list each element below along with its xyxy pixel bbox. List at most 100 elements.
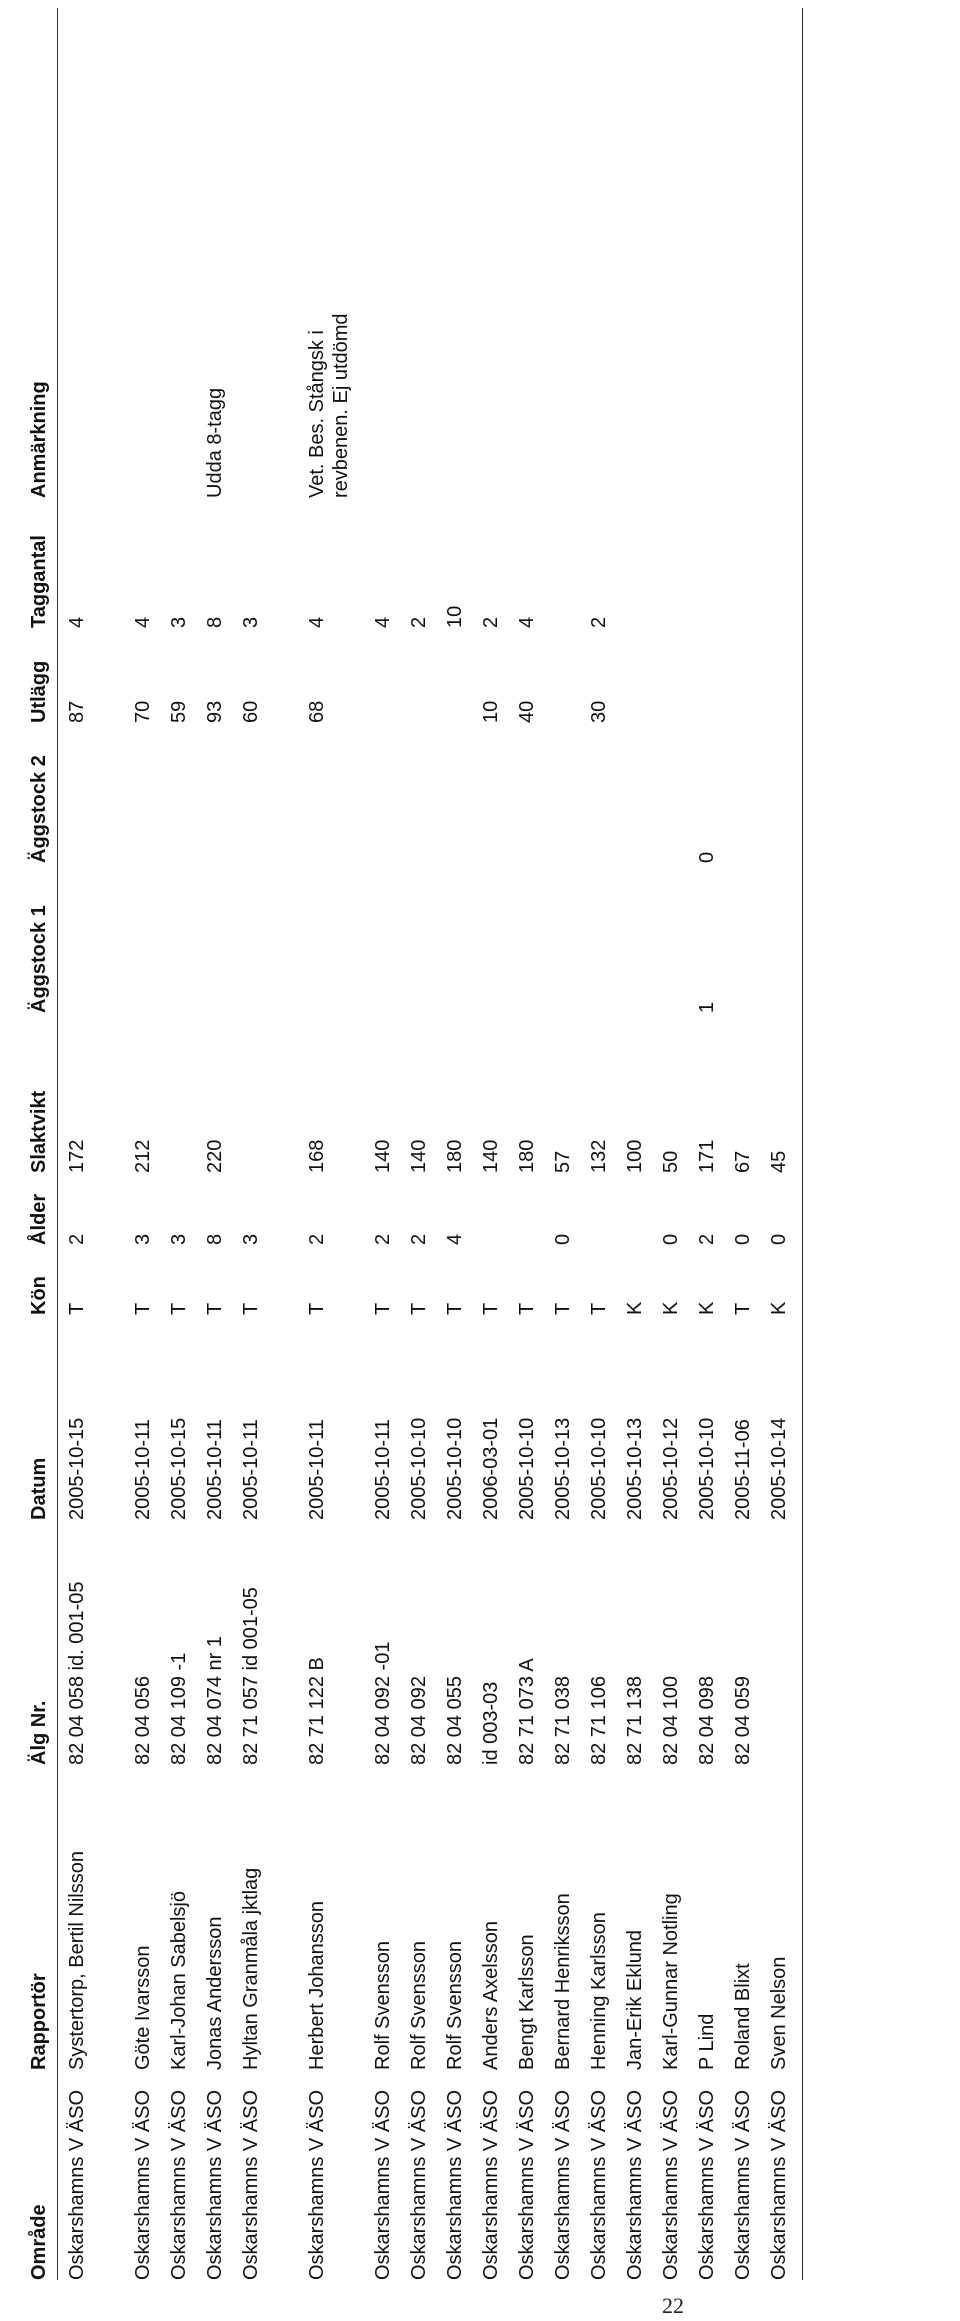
cell-omrade: Oskarshamns V ÄSO bbox=[66, 2089, 88, 2280]
cell-slaktvikt: 100 bbox=[624, 1139, 646, 1173]
cell-omrade: Oskarshamns V ÄSO bbox=[624, 2089, 646, 2280]
cell-utlagg bbox=[364, 628, 371, 723]
cell-taggantal: 4 bbox=[306, 616, 328, 628]
cell-taggantal bbox=[616, 498, 623, 628]
column-header-aggstock1: Äggstock 1 bbox=[28, 905, 50, 1013]
cell-alg-nr: 82 04 098 bbox=[696, 1676, 718, 1765]
cell-kon: T bbox=[204, 1302, 226, 1315]
cell-rapportor: Bernard Henriksson bbox=[552, 1893, 574, 2070]
cell-omrade: Oskarshamns V ÄSO bbox=[306, 2089, 328, 2280]
cell-rapportor: Rolf Svensson bbox=[408, 1941, 430, 2070]
cell-alg-nr: 82 71 106 bbox=[588, 1676, 610, 1765]
cell-utlagg: 30 bbox=[588, 700, 610, 723]
column-header-kon: Kön bbox=[28, 1276, 50, 1315]
column-header-aggstock2: Äggstock 2 bbox=[28, 755, 50, 863]
table-row: Oskarshamns V ÄSO Roland Blixt 82 04 059 20… bbox=[724, 8, 760, 2280]
table-row: Oskarshamns V ÄSO Jan-Erik Eklund 82 71 13… bbox=[616, 8, 652, 2280]
cell-slaktvikt: 140 bbox=[480, 1139, 502, 1173]
cell-slaktvikt bbox=[160, 1013, 167, 1173]
cell-alder bbox=[472, 1173, 479, 1245]
cell-anmarkning bbox=[472, 268, 479, 498]
cell-anmarkning bbox=[652, 268, 659, 498]
cell-kon: T bbox=[516, 1302, 538, 1315]
table-row: Oskarshamns V ÄSO Karl-Johan Sabelsjö 82 0… bbox=[160, 8, 196, 2280]
cell-taggantal: 2 bbox=[480, 616, 502, 628]
cell-utlagg: 68 bbox=[306, 700, 328, 723]
cell-utlagg: 87 bbox=[66, 700, 88, 723]
cell-datum: 2005-10-12 bbox=[660, 1417, 682, 1520]
cell-rapportor: Göte Ivarsson bbox=[132, 1945, 154, 2070]
column-header-utlagg: Utlägg bbox=[28, 660, 50, 723]
cell-omrade: Oskarshamns V ÄSO bbox=[768, 2089, 790, 2280]
cell-anmarkning bbox=[232, 268, 239, 498]
cell-aggstock2: 0 bbox=[696, 851, 718, 863]
cell-aggstock2 bbox=[508, 723, 515, 863]
cell-kon: K bbox=[768, 1301, 790, 1315]
cell-kon: T bbox=[480, 1302, 502, 1315]
cell-alder: 2 bbox=[306, 1233, 328, 1245]
cell-aggstock1 bbox=[232, 863, 239, 1013]
cell-anmarkning bbox=[436, 268, 443, 498]
cell-aggstock1 bbox=[436, 863, 443, 1013]
table-row: Oskarshamns V ÄSO Herbert Johansson 82 71 … bbox=[298, 8, 364, 2280]
cell-kon: T bbox=[240, 1302, 262, 1315]
cell-anmarkning bbox=[688, 268, 695, 498]
cell-taggantal bbox=[760, 498, 767, 628]
cell-alg-nr: 82 71 057 id 001-05 bbox=[240, 1587, 262, 1765]
cell-taggantal: 4 bbox=[132, 616, 154, 628]
cell-aggstock2 bbox=[232, 723, 239, 863]
cell-aggstock1 bbox=[760, 863, 767, 1013]
cell-datum: 2005-10-15 bbox=[66, 1417, 88, 1520]
cell-aggstock1 bbox=[472, 863, 479, 1013]
cell-alg-nr: 82 04 056 bbox=[132, 1676, 154, 1765]
table-row: Oskarshamns V ÄSO Sven Nelson 2005-10-14 K 0… bbox=[760, 8, 796, 2280]
cell-datum: 2006-03-01 bbox=[480, 1417, 502, 1520]
cell-slaktvikt: 67 bbox=[732, 1150, 754, 1173]
cell-taggantal: 4 bbox=[516, 616, 538, 628]
cell-omrade: Oskarshamns V ÄSO bbox=[732, 2089, 754, 2280]
cell-utlagg: 59 bbox=[168, 700, 190, 723]
cell-alder bbox=[616, 1173, 623, 1245]
cell-rapportor: Roland Blixt bbox=[732, 1963, 754, 2070]
cell-slaktvikt: 212 bbox=[132, 1139, 154, 1173]
cell-rapportor: Systertorp, Bertil Nilsson bbox=[66, 1851, 88, 2070]
moose-report-table: Område Rapportör Älg Nr. Datum Kön Ålder Slakt… bbox=[15, 8, 803, 2280]
cell-anmarkning bbox=[160, 268, 167, 498]
cell-anmarkning bbox=[364, 268, 371, 498]
cell-alder: 0 bbox=[660, 1233, 682, 1245]
cell-taggantal: 3 bbox=[168, 616, 190, 628]
cell-aggstock2 bbox=[472, 723, 479, 863]
cell-aggstock1 bbox=[58, 863, 65, 1013]
cell-anmarkning bbox=[724, 268, 731, 498]
cell-rapportor: Karl-Gunnar Notling bbox=[660, 1893, 682, 2070]
cell-anmarkning bbox=[616, 268, 623, 498]
cell-taggantal: 2 bbox=[588, 616, 610, 628]
cell-alg-nr: 82 04 058 id. 001-05 bbox=[66, 1581, 88, 1766]
cell-rapportor: Jonas Andersson bbox=[204, 1916, 226, 2070]
cell-datum: 2005-10-11 bbox=[132, 1419, 154, 1520]
cell-kon: K bbox=[660, 1301, 682, 1315]
cell-alg-nr: 82 71 138 bbox=[624, 1676, 646, 1765]
cell-utlagg bbox=[724, 628, 731, 723]
cell-datum: 2005-11-06 bbox=[732, 1419, 754, 1520]
cell-datum: 2005-10-11 bbox=[306, 1419, 328, 1520]
cell-alder: 4 bbox=[444, 1233, 466, 1245]
column-header-slaktvikt: Slaktvikt bbox=[28, 1090, 50, 1173]
cell-omrade: Oskarshamns V ÄSO bbox=[660, 2089, 682, 2280]
cell-anmarkning: Udda 8-tagg bbox=[204, 387, 226, 498]
column-header-omrade: Område bbox=[28, 2204, 50, 2280]
cell-omrade: Oskarshamns V ÄSO bbox=[552, 2089, 574, 2280]
cell-alg-nr: 82 04 055 bbox=[444, 1676, 466, 1765]
cell-taggantal bbox=[724, 498, 731, 628]
column-header-datum: Datum bbox=[28, 1457, 50, 1520]
cell-omrade: Oskarshamns V ÄSO bbox=[204, 2089, 226, 2280]
cell-rapportor: Anders Axelsson bbox=[480, 1921, 502, 2070]
cell-omrade: Oskarshamns V ÄSO bbox=[408, 2089, 430, 2280]
cell-rapportor: Sven Nelson bbox=[768, 1956, 790, 2070]
cell-taggantal: 4 bbox=[66, 616, 88, 628]
cell-alder: 2 bbox=[408, 1233, 430, 1245]
cell-alder: 0 bbox=[552, 1233, 574, 1245]
cell-datum: 2005-10-10 bbox=[696, 1417, 718, 1520]
cell-rapportor: Karl-Johan Sabelsjö bbox=[168, 1891, 190, 2070]
cell-rapportor: Rolf Svensson bbox=[444, 1941, 466, 2070]
